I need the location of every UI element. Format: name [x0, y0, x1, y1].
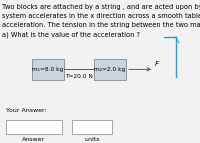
Text: acceleration. The tension in the string between the two masses is 20.0 N.: acceleration. The tension in the string …	[2, 22, 200, 28]
Text: Two blocks are attached by a string , and are acted upon by a force F, as shown.: Two blocks are attached by a string , an…	[2, 4, 200, 10]
Text: system accelerates in the x direction across a smooth table with an unknown: system accelerates in the x direction ac…	[2, 13, 200, 19]
Text: m₂=2.0 kg: m₂=2.0 kg	[94, 67, 126, 72]
Text: T=20.0 N: T=20.0 N	[65, 74, 93, 79]
Text: m₁=8.0 kg: m₁=8.0 kg	[32, 67, 64, 72]
Bar	[6, 120, 62, 134]
Text: a) What is the value of the acceleration ?: a) What is the value of the acceleration…	[2, 31, 140, 38]
Bar	[32, 59, 64, 80]
Text: Your Answer:: Your Answer:	[6, 108, 47, 113]
Text: F: F	[155, 61, 159, 67]
Text: Answer: Answer	[22, 137, 46, 142]
Text: units: units	[84, 137, 100, 142]
Bar	[94, 59, 126, 80]
Bar	[72, 120, 112, 134]
